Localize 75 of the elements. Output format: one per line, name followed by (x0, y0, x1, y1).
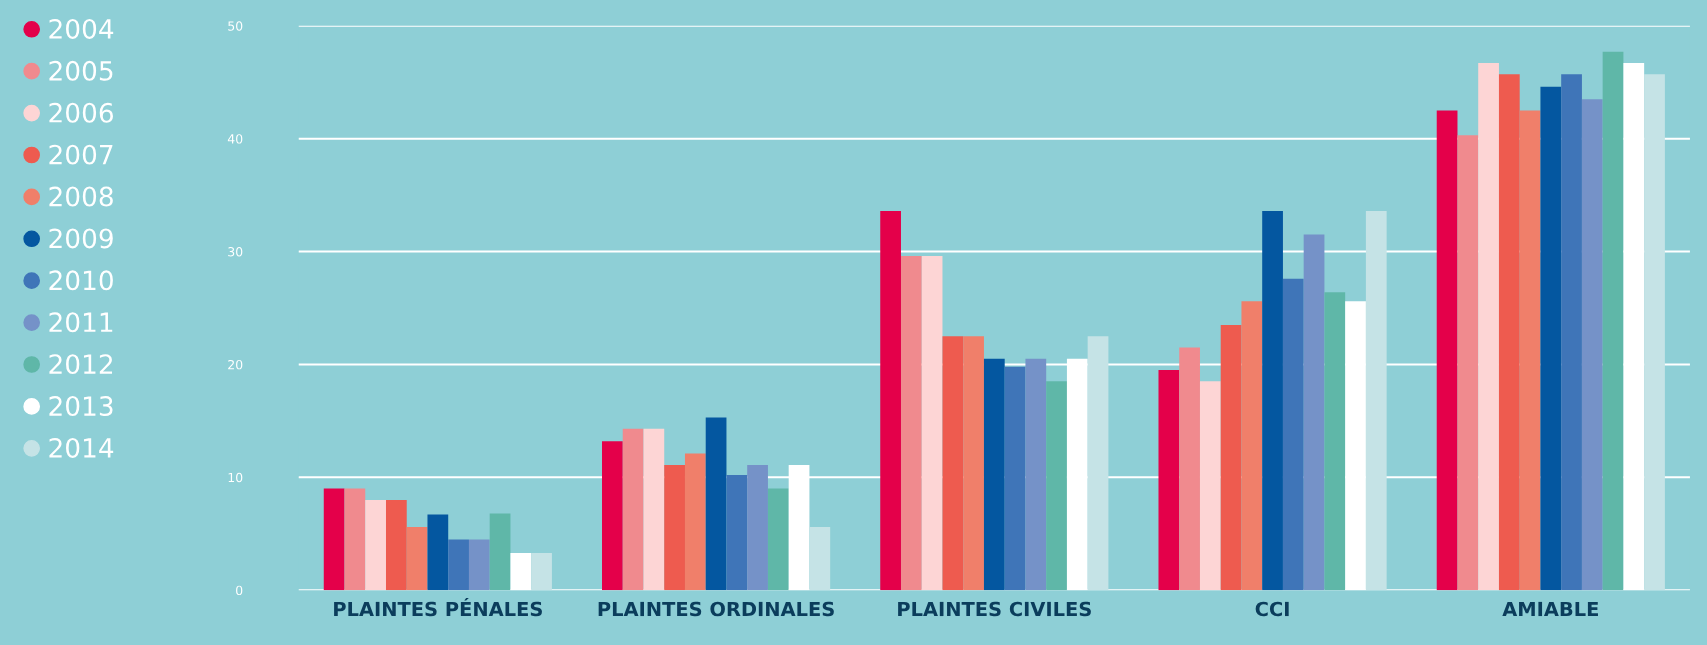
bar (1498, 74, 1520, 591)
bar (1623, 63, 1645, 591)
bar (1303, 234, 1325, 591)
bar (664, 464, 685, 591)
bar (448, 539, 469, 591)
y-tick-label: 20 (228, 359, 243, 370)
bar (510, 552, 532, 591)
bar (468, 539, 490, 591)
y-tick-label: 40 (227, 134, 243, 144)
bar (1046, 381, 1067, 591)
bar (1561, 74, 1582, 591)
bar (726, 475, 748, 591)
bar (1241, 301, 1263, 591)
bar (643, 428, 665, 591)
legend-label: 2008 (49, 186, 113, 207)
bar (684, 453, 706, 591)
legend-label: 2010 (49, 270, 113, 291)
bar (602, 441, 623, 591)
bar (963, 336, 984, 591)
bar (344, 488, 366, 591)
bar (1220, 324, 1242, 591)
bar (767, 488, 789, 591)
bar (880, 210, 901, 591)
bar (385, 499, 407, 591)
bar (1581, 99, 1603, 591)
bar (1087, 336, 1109, 591)
bar (1199, 381, 1221, 591)
legend-label: 2009 (49, 228, 113, 249)
bar (1262, 210, 1283, 591)
bar (1324, 292, 1346, 591)
bar (1540, 86, 1562, 591)
x-tick-label: PLAINTES PÉNALES (334, 598, 542, 617)
bar (622, 428, 644, 591)
x-tick-label: PLAINTES CIVILES (898, 601, 1091, 617)
y-tick-label: 50 (228, 21, 243, 31)
bar (365, 499, 386, 591)
bar (983, 358, 1005, 591)
legend-label: 2014 (49, 437, 114, 458)
y-tick-label: 30 (228, 247, 243, 257)
bar (1457, 135, 1479, 591)
bar (1158, 370, 1180, 591)
legend-label: 2006 (49, 102, 113, 123)
bar (921, 256, 943, 591)
bar (1602, 51, 1624, 591)
bar (1004, 366, 1026, 591)
bar (747, 464, 768, 591)
legend-label: 2011 (49, 312, 113, 333)
bar (1478, 63, 1499, 591)
x-tick-label: AMIABLE (1502, 601, 1598, 617)
legend-label: 2012 (49, 354, 113, 375)
bar (1179, 347, 1200, 591)
legend-label: 2005 (49, 60, 113, 81)
x-tick-label: CCI (1255, 601, 1289, 617)
bar (1365, 210, 1387, 591)
bar (1644, 74, 1665, 591)
bar (323, 488, 345, 591)
bar (1025, 358, 1047, 591)
y-tick-label: 10 (228, 472, 243, 483)
bar (900, 256, 922, 591)
bar (489, 513, 511, 591)
bar (1345, 301, 1366, 591)
bar (809, 526, 831, 591)
bar (1282, 278, 1304, 591)
bar (942, 336, 964, 591)
bar (705, 417, 727, 591)
legend-label: 2013 (49, 396, 113, 416)
bar (406, 526, 428, 591)
bar (1436, 110, 1458, 591)
y-tick-label: 0 (236, 585, 243, 596)
bar (531, 552, 552, 591)
x-tick-label: PLAINTES ORDINALES (598, 601, 834, 617)
legend-label: 2004 (49, 18, 114, 39)
bar (1519, 110, 1541, 591)
legend-label: 2007 (49, 144, 113, 165)
bar (427, 514, 449, 591)
